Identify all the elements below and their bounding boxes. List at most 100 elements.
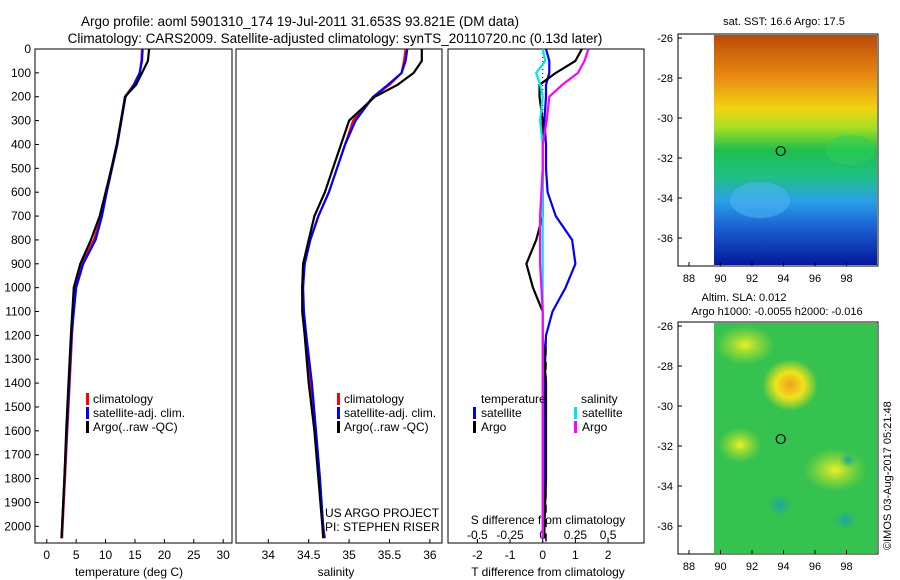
legend-satellite-label: satellite-adj. clim.	[344, 406, 436, 420]
salinity-panel: 34 34.5 35 35.5 36 salinity climatology sate…	[235, 48, 443, 579]
pi-credit: PI: STEPHEN RISER	[325, 520, 440, 534]
map-y-tick-label: -30	[657, 113, 673, 125]
depth-tick-label: 1300	[4, 352, 31, 366]
map-x-tick-label: 94	[777, 561, 789, 573]
map-x-tick-label: 96	[809, 273, 821, 285]
difference-line-1	[525, 48, 583, 539]
map-x-tick-label: 92	[746, 561, 758, 573]
salinity-profiles	[301, 48, 423, 539]
x-tick-label: 0	[539, 548, 546, 562]
profile-line-2	[301, 49, 423, 539]
legend-t-argo-swatch	[473, 421, 476, 433]
depth-tick-label: 300	[11, 114, 31, 128]
x-tick-label: 1	[572, 548, 579, 562]
sst-map-title: sat. SST: 16.6 Argo: 17.5	[723, 16, 845, 28]
legend-s-argo-label: Argo	[582, 420, 608, 434]
depth-tick-label: 200	[11, 90, 31, 104]
x-tick-label: 5	[73, 548, 80, 562]
sla-map-axes: 88 90 92 94 96 98 -26 -28 -30 -32 -34 -36	[657, 321, 853, 573]
x-tick-label: 20	[158, 548, 172, 562]
map-y-tick-label: -36	[657, 233, 673, 245]
depth-axis: 0 100 200 300 400 500 600 700 800 900 1000 1100 1200…	[4, 42, 39, 533]
depth-tick-label: 800	[11, 233, 31, 247]
profile-line-2	[60, 48, 151, 539]
map-x-tick-label: 96	[809, 561, 821, 573]
legend-t-satellite-swatch	[473, 407, 476, 419]
depth-tick-label: 100	[11, 66, 31, 80]
sla-map-title: Altim. SLA: 0.012	[702, 292, 787, 304]
figure-title-line2: Climatology: CARS2009. Satellite-adjuste…	[68, 31, 603, 46]
map-x-tick-label: 90	[714, 273, 726, 285]
sla-anomaly-1	[762, 359, 818, 411]
x-tick-label: -1	[505, 548, 516, 562]
legend-salinity-heading: salinity	[581, 392, 618, 406]
profile-line-1	[302, 48, 409, 539]
figure-title-line1: Argo profile: aoml 5901310_174 19-Jul-20…	[81, 14, 519, 29]
sla-anomaly-2	[715, 325, 775, 365]
sla-map-panel: Altim. SLA: 0.012 Argo h1000: -0.0055 h2…	[657, 292, 879, 573]
depth-tick-label: 1100	[5, 305, 31, 319]
difference-line-0	[543, 48, 577, 539]
temperature-xticks: 0 5 10 15 20 25 30	[43, 539, 230, 562]
temperature-xlabel: temperature (deg C)	[75, 565, 183, 579]
sst-warm-patch	[825, 135, 875, 165]
map-y-tick-label: -30	[657, 401, 673, 413]
x-tick-label: 2	[605, 548, 612, 562]
legend-s-satellite-swatch	[574, 407, 577, 419]
sla-anomaly-5	[765, 491, 795, 519]
map-x-tick-label: 90	[714, 561, 726, 573]
temperature-profiles	[60, 48, 151, 539]
x-tick-label: -2	[472, 548, 483, 562]
temperature-plot-frame	[34, 48, 233, 544]
legend-satellite-swatch	[337, 407, 340, 419]
imos-credit: ©IMOS 03-Aug-2017 05:21:48	[882, 401, 894, 550]
sla-map-subtitle: Argo h1000: -0.0055 h2000: -0.016	[691, 306, 862, 318]
s-tick-label: -0.25	[496, 528, 524, 542]
x-tick-label: 34.5	[297, 548, 321, 562]
difference-panel: -2 -1 0 1 2 -0.5 -0.25 0 0.25 0.5 S difference f…	[447, 48, 645, 579]
s-tick-label: 0.25	[564, 528, 588, 542]
sla-anomaly-4	[718, 427, 762, 463]
legend-climatology-swatch	[86, 393, 89, 405]
project-credit: US ARGO PROJECT	[325, 506, 440, 520]
map-y-tick-label: -28	[657, 73, 673, 85]
map-x-tick-label: 92	[746, 273, 758, 285]
sla-anomaly-6	[831, 508, 859, 532]
depth-tick-label: 1800	[4, 472, 31, 486]
depth-tick-label: 400	[11, 137, 31, 151]
sst-map-axes: 88 90 92 94 96 98 -26 -28 -30 -32 -34 -36	[657, 33, 853, 285]
map-x-tick-label: 88	[683, 561, 695, 573]
difference-legend: temperature satellite Argo salinity sate…	[473, 392, 623, 434]
legend-t-argo-label: Argo	[481, 420, 507, 434]
s-tick-label: 0.5	[600, 528, 617, 542]
legend-argo-label: Argo(..raw -QC)	[93, 420, 178, 434]
map-y-tick-label: -34	[657, 481, 673, 493]
legend-satellite-label: satellite-adj. clim.	[93, 406, 185, 420]
map-x-tick-label: 98	[840, 561, 852, 573]
map-y-tick-label: -32	[657, 153, 673, 165]
map-y-tick-label: -34	[657, 193, 673, 205]
map-y-tick-label: -32	[657, 441, 673, 453]
map-x-tick-label: 88	[683, 273, 695, 285]
legend-satellite-swatch	[86, 407, 89, 419]
depth-tick-label: 500	[11, 161, 31, 175]
sla-anomaly-7	[839, 452, 857, 468]
depth-tick-label: 1000	[4, 281, 31, 295]
legend-temperature-heading: temperature	[481, 392, 546, 406]
depth-tick-label: 0	[24, 42, 31, 56]
legend-s-satellite-label: satellite	[582, 406, 623, 420]
map-y-tick-label: -36	[657, 521, 673, 533]
difference-profiles	[525, 48, 590, 542]
map-y-tick-label: -28	[657, 361, 673, 373]
legend-climatology-label: climatology	[93, 392, 153, 406]
legend-argo-swatch	[337, 421, 340, 433]
temperature-legend: climatology satellite-adj. clim. Argo(..…	[86, 392, 185, 434]
t-difference-xticks: -2 -1 0 1 2	[472, 539, 612, 562]
s-difference-label: S difference from climatology	[471, 513, 626, 527]
legend-argo-swatch	[86, 421, 89, 433]
x-tick-label: 35.5	[378, 548, 402, 562]
depth-tick-label: 1600	[4, 424, 31, 438]
sst-map-panel: sat. SST: 16.6 Argo: 17.5 88 90 92 94 96 98 -2…	[657, 16, 879, 285]
s-tick-label: -0.5	[467, 528, 488, 542]
